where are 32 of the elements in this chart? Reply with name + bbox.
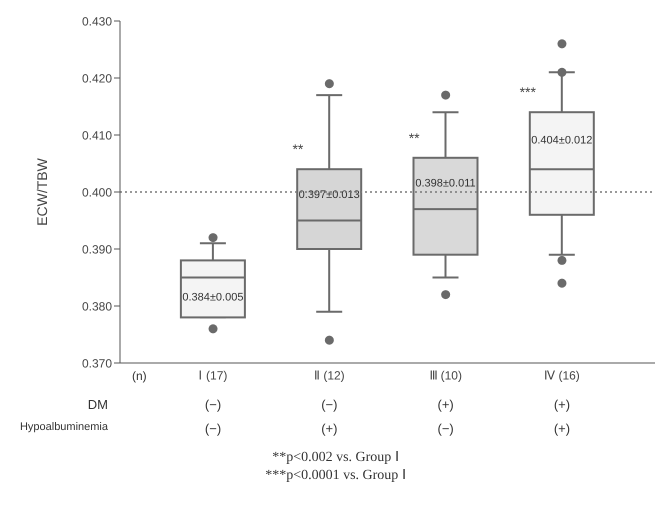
text: 0.397±0.013 bbox=[298, 188, 360, 201]
y-tick-label: 0.420 bbox=[82, 71, 112, 86]
y-axis-title: ECW/TBW bbox=[34, 157, 50, 226]
text: (−) bbox=[436, 421, 455, 436]
y-tick-label: 0.390 bbox=[82, 242, 112, 256]
x-tick-label: Ⅲ (10) bbox=[429, 368, 462, 383]
text: (−) bbox=[320, 397, 338, 412]
text: (+) bbox=[552, 421, 572, 436]
text: 0.404±0.012 bbox=[531, 134, 592, 147]
text: **p<0.002 vs. Group Ⅰ bbox=[271, 449, 400, 467]
y-tick-label: 0.410 bbox=[82, 128, 112, 142]
text: (+) bbox=[552, 397, 572, 412]
x-tick-label: Ⅱ (12) bbox=[314, 368, 345, 383]
annotation: ** bbox=[292, 141, 304, 158]
text: DM bbox=[88, 397, 108, 412]
x-axis-title: (n) bbox=[132, 369, 147, 383]
text: (+) bbox=[436, 397, 455, 412]
annotation: ** bbox=[408, 130, 420, 146]
x-tick-label: Ⅳ (16) bbox=[544, 368, 580, 383]
y-tick-label: 0.430 bbox=[82, 14, 112, 28]
text: (−) bbox=[204, 397, 222, 412]
y-tick-label: 0.370 bbox=[82, 356, 112, 370]
text: (−) bbox=[204, 421, 222, 436]
text: (+) bbox=[320, 421, 338, 436]
text: ***p<0.0001 vs. Group Ⅰ bbox=[264, 467, 407, 485]
text: Hypoalbuminemia bbox=[20, 421, 108, 433]
text: 0.398±0.011 bbox=[415, 177, 476, 190]
y-tick-label: 0.400 bbox=[82, 185, 112, 200]
annotation: *** bbox=[520, 84, 536, 100]
text: 0.384±0.005 bbox=[182, 291, 244, 304]
y-tick-label: 0.380 bbox=[82, 299, 112, 314]
x-tick-label: Ⅰ (17) bbox=[198, 368, 228, 383]
